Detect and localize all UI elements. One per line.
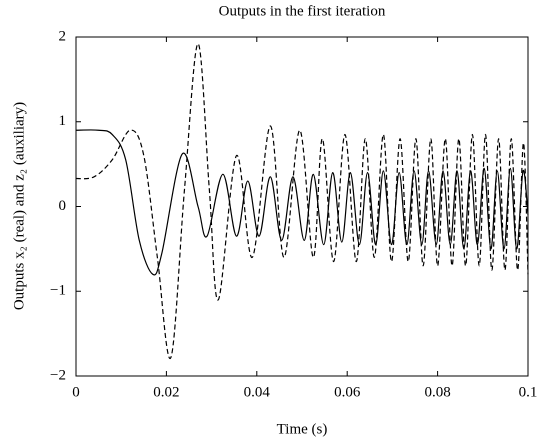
y-tick-label: −1 — [50, 283, 66, 299]
y-axis-label: Outputs x₂ (real) and z₂ (auxiliary) — [11, 102, 27, 310]
y-tick-label: 0 — [59, 198, 67, 214]
y-tick-label: 1 — [59, 113, 67, 129]
x-tick-label: 0 — [72, 384, 80, 400]
y-tick-label: −2 — [50, 367, 66, 383]
series-line — [75, 43, 529, 360]
x-tick-label: 0.1 — [519, 384, 538, 400]
y-tick-label: 2 — [59, 28, 67, 44]
x-tick-label: 0.02 — [153, 384, 179, 400]
chart-title: Outputs in the first iteration — [219, 3, 386, 19]
x-axis-label: Time (s) — [277, 421, 328, 437]
x-tick-label: 0.04 — [244, 384, 271, 400]
x-tick-label: 0.06 — [334, 384, 361, 400]
series-line — [75, 129, 529, 276]
x-tick-label: 0.08 — [424, 384, 450, 400]
